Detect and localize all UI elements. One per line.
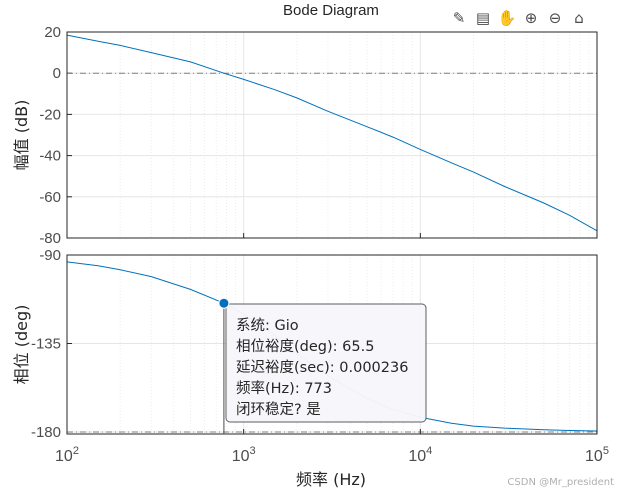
- datatip-box: [225, 303, 427, 423]
- phase-y-tick-label: -180: [31, 424, 61, 441]
- magnitude-y-tick-label: 0: [53, 65, 61, 82]
- zoom-in-icon[interactable]: ⊕: [524, 9, 538, 27]
- x-tick-label: 105: [585, 445, 609, 465]
- x-tick-label: 104: [408, 445, 432, 465]
- x-axis-label: 频率 (Hz): [296, 470, 366, 489]
- datatip-line: 频率(Hz): 773: [236, 380, 332, 397]
- phase-y-axis-label: 相位 (deg): [12, 305, 31, 385]
- magnitude-y-tick-label: -80: [39, 230, 61, 247]
- phase-margin-marker: [218, 297, 230, 309]
- magnitude-y-tick-label: -40: [39, 148, 61, 165]
- datatip-line: 系统: Gio: [236, 317, 299, 334]
- watermark: CSDN @Mr_president: [507, 477, 614, 488]
- magnitude-y-axis-label: 幅值 (dB): [12, 100, 31, 171]
- magnitude-axes-frame: [66, 31, 598, 239]
- datatip-line: 延迟裕度(sec): 0.000236: [236, 359, 408, 376]
- magnitude-y-tick-label: -20: [39, 106, 61, 123]
- brush-icon[interactable]: ✎: [452, 9, 466, 27]
- magnitude-series-line: [66, 34, 598, 232]
- magnitude-y-tick-label: 20: [44, 24, 61, 41]
- x-tick-label: 102: [55, 445, 79, 465]
- chart-title: Bode Diagram: [283, 2, 379, 19]
- home-icon[interactable]: ⌂: [574, 9, 584, 27]
- pan-hand-icon[interactable]: ✋: [497, 9, 517, 27]
- datatip-line: 相位裕度(deg): 65.5: [236, 338, 374, 355]
- phase-y-tick-label: -90: [39, 247, 61, 264]
- datatip-line: 闭环稳定? 是: [236, 401, 321, 418]
- data-tips-icon[interactable]: ▤: [475, 9, 491, 27]
- magnitude-y-tick-label: -60: [39, 189, 61, 206]
- phase-y-tick-label: -135: [31, 336, 61, 353]
- phase-axes-frame: [66, 254, 598, 435]
- zoom-out-icon[interactable]: ⊖: [548, 9, 562, 27]
- x-tick-label: 103: [232, 445, 256, 465]
- figure-toolbar: ✎ ▤ ✋ ⊕ ⊖ ⌂: [448, 7, 590, 29]
- magnitude-plot-area: [67, 32, 597, 238]
